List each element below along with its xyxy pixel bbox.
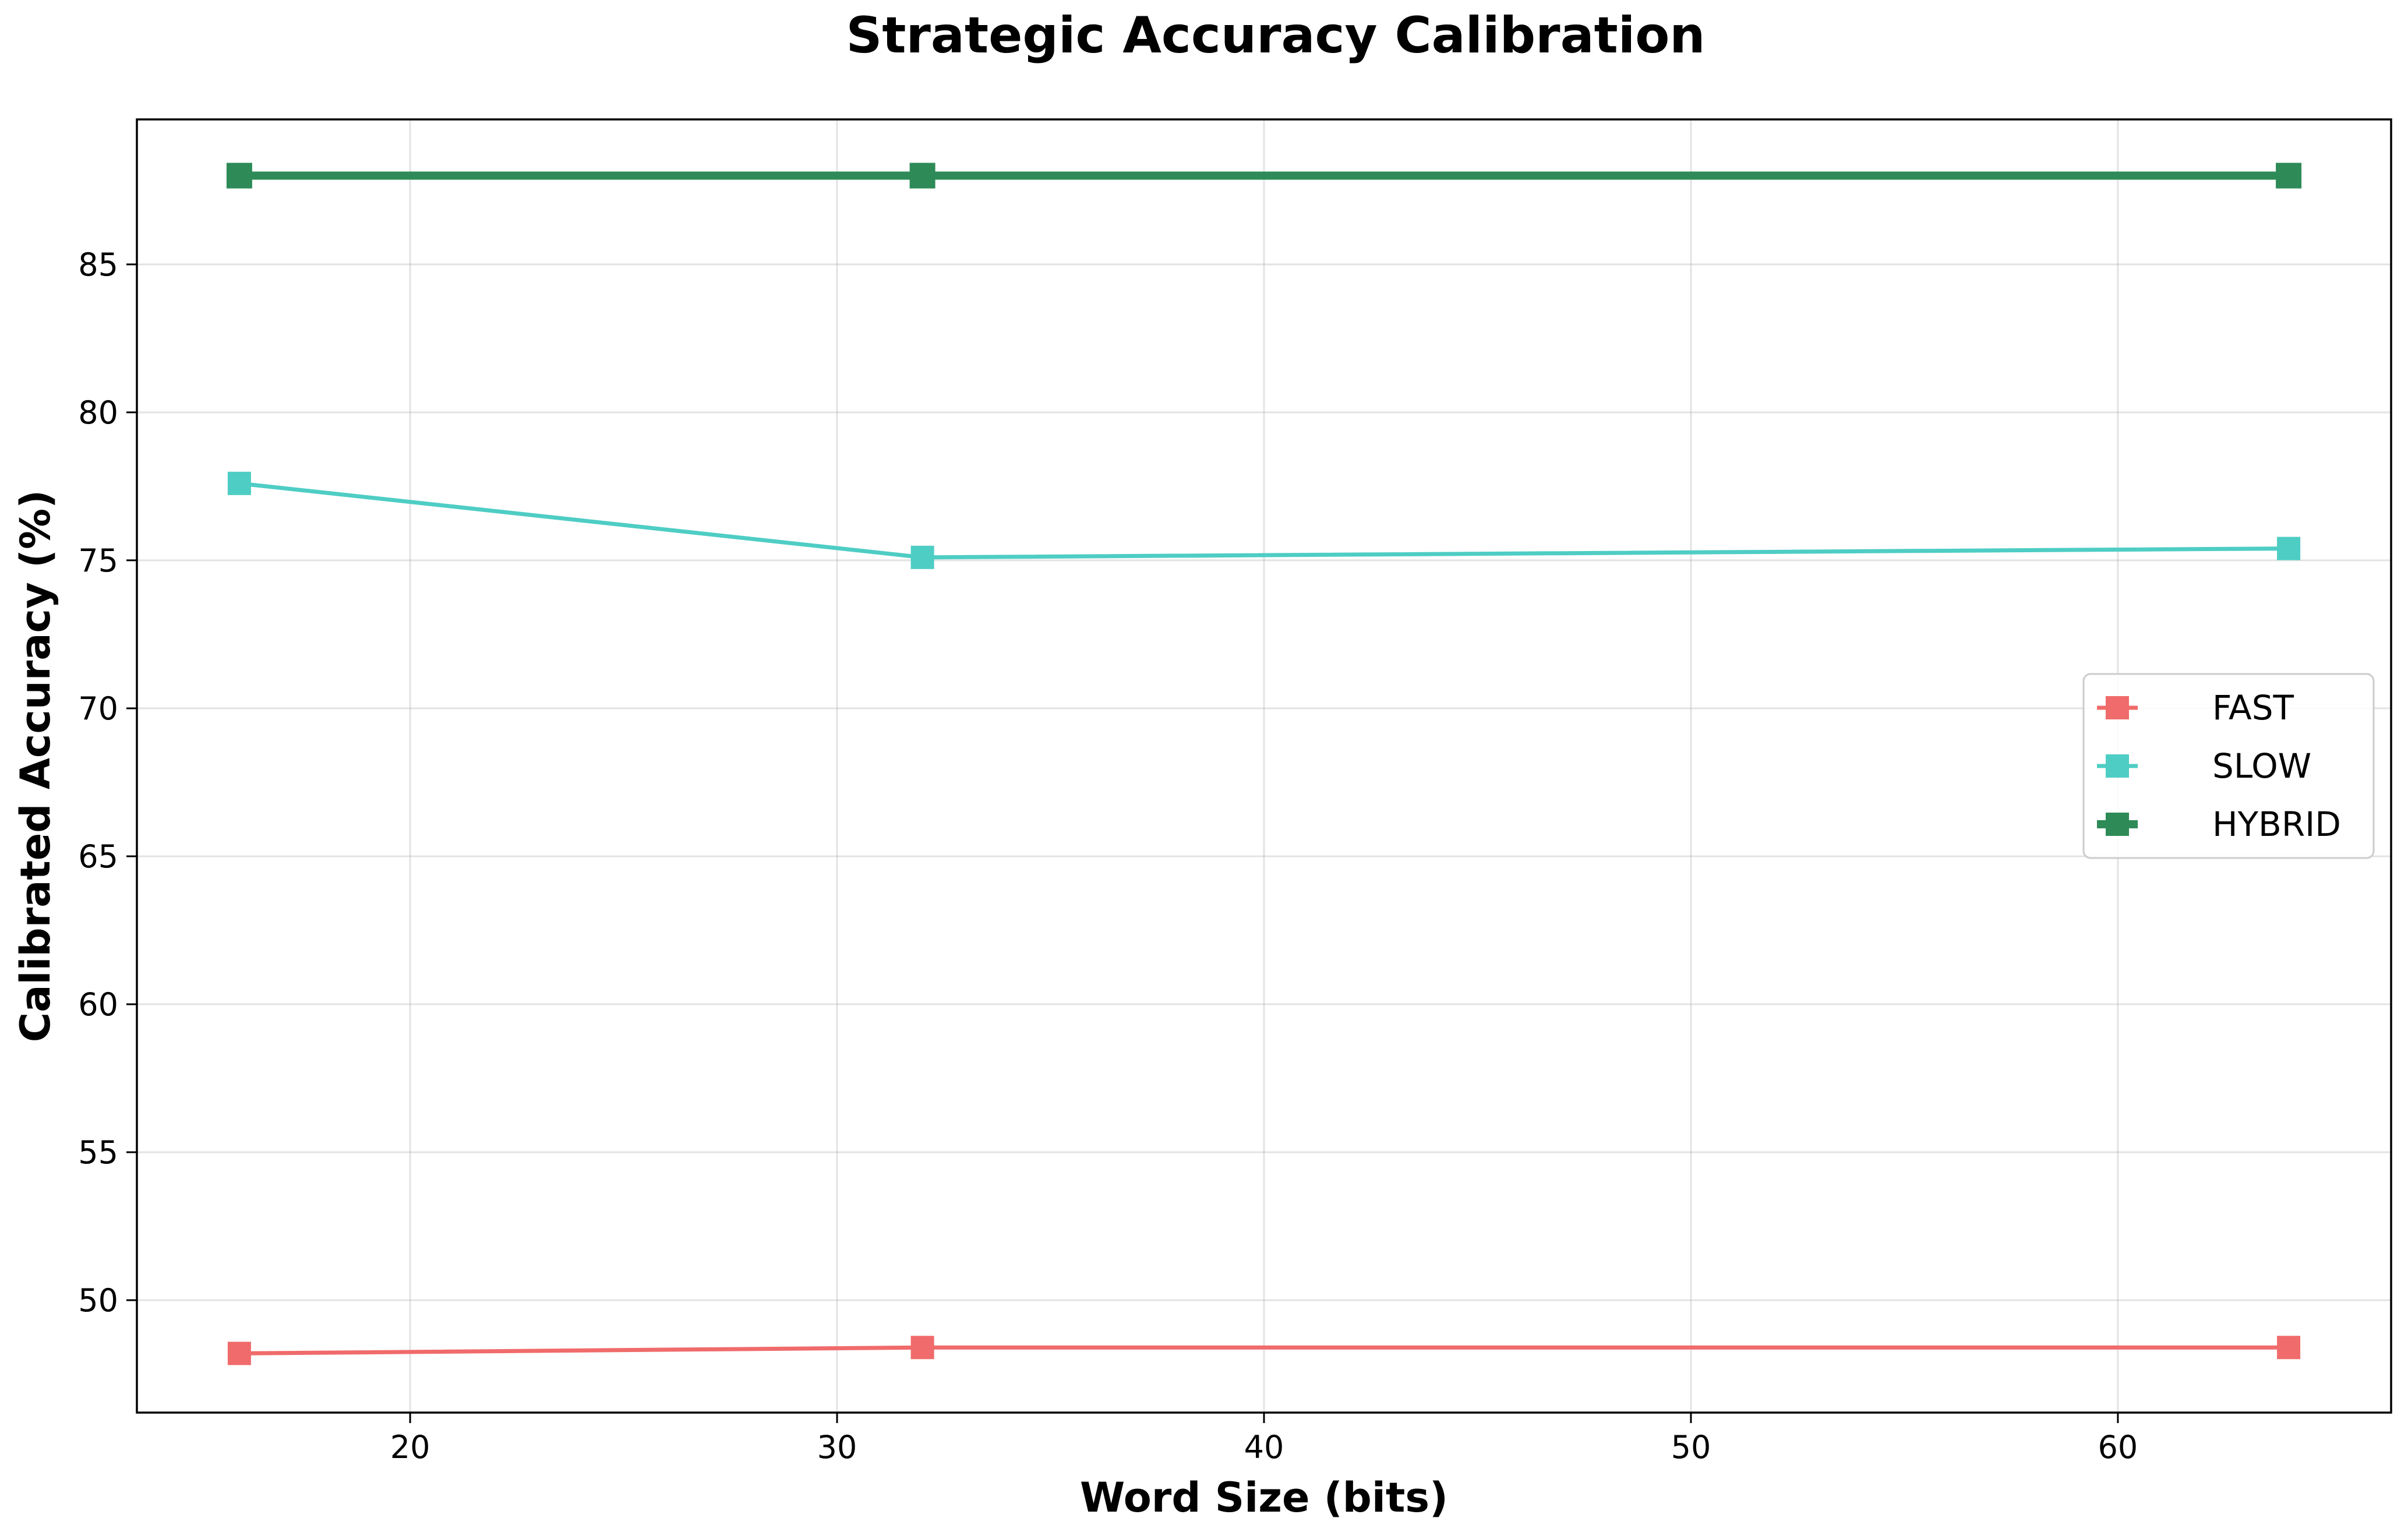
data-point-slow [227, 471, 251, 495]
x-tick-label: 40 [1244, 1429, 1284, 1466]
y-axis-ticks: 50 55 60 65 70 75 80 85 [78, 246, 137, 1319]
x-tick-label: 20 [390, 1429, 430, 1466]
legend-label-fast: FAST [2212, 688, 2294, 728]
data-point-fast [2277, 1336, 2301, 1360]
y-axis-title: Calibrated Accuracy (%) [12, 490, 59, 1042]
series-markers [226, 163, 2302, 1365]
legend: FAST SLOW HYBRID [2082, 673, 2375, 859]
legend-marker-fast [2106, 696, 2129, 719]
data-point-hybrid [226, 163, 252, 189]
legend-items: FAST SLOW HYBRID [2097, 688, 2341, 844]
y-tick-label: 50 [78, 1282, 118, 1319]
y-tick-label: 70 [78, 690, 118, 727]
legend-marker-hybrid [2106, 813, 2129, 836]
x-axis-ticks: 20 30 40 50 60 [390, 1413, 2138, 1466]
data-point-slow [2277, 536, 2301, 560]
data-point-fast [910, 1336, 934, 1360]
data-point-fast [227, 1342, 251, 1365]
data-point-hybrid [2276, 163, 2302, 189]
x-tick-label: 30 [817, 1429, 857, 1466]
legend-marker-slow [2106, 754, 2129, 778]
legend-label-slow: SLOW [2212, 746, 2311, 786]
x-tick-label: 60 [2098, 1429, 2138, 1466]
y-tick-label: 85 [78, 246, 118, 283]
y-tick-label: 60 [78, 986, 118, 1023]
y-tick-label: 65 [78, 838, 118, 875]
y-tick-label: 55 [78, 1134, 118, 1171]
data-point-hybrid [909, 163, 935, 189]
data-point-slow [910, 545, 934, 569]
x-tick-label: 50 [1671, 1429, 1711, 1466]
y-tick-label: 80 [78, 394, 118, 431]
x-axis-title: Word Size (bits) [1080, 1474, 1448, 1522]
y-tick-label: 75 [78, 542, 118, 579]
legend-label-hybrid: HYBRID [2212, 804, 2341, 844]
chart-title: Strategic Accuracy Calibration [846, 6, 1705, 65]
legend-frame [2082, 673, 2375, 859]
